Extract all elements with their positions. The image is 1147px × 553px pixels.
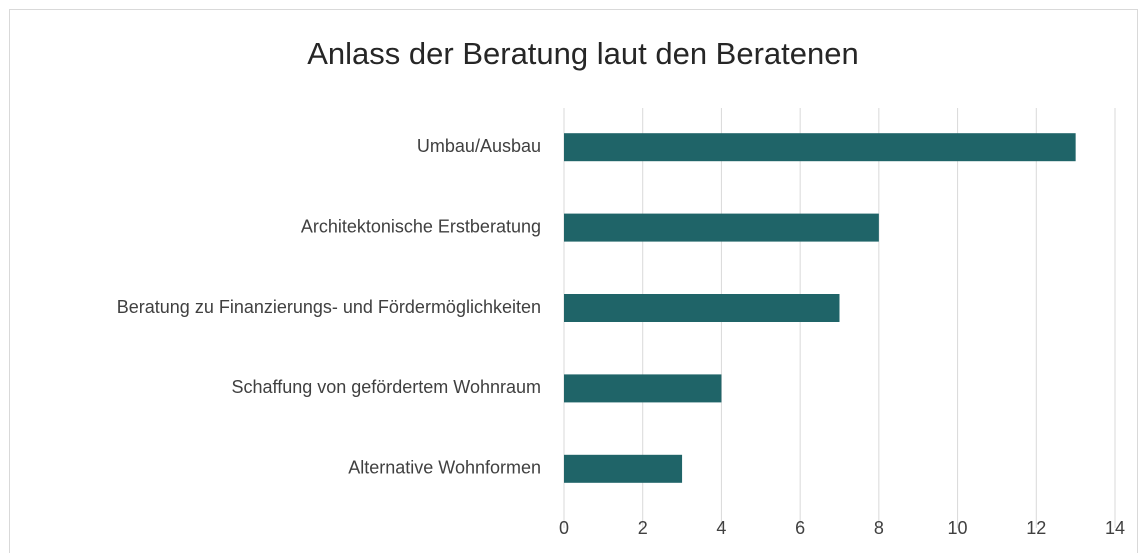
y-tick-label: Architektonische Erstberatung <box>301 216 541 236</box>
x-tick-label: 14 <box>1105 518 1125 538</box>
y-tick-label: Umbau/Ausbau <box>417 136 541 156</box>
bar <box>564 213 879 242</box>
x-tick-label: 0 <box>559 518 569 538</box>
y-tick-label: Schaffung von gefördertem Wohnraum <box>231 377 541 397</box>
x-tick-label: 4 <box>716 518 726 538</box>
x-tick-label: 8 <box>874 518 884 538</box>
y-tick-label: Beratung zu Finanzierungs- und Fördermög… <box>117 297 541 317</box>
y-tick-label: Alternative Wohnformen <box>348 458 541 478</box>
x-tick-label: 2 <box>638 518 648 538</box>
bar <box>564 454 683 483</box>
bar <box>564 133 1076 162</box>
chart-title: Anlass der Beratung laut den Beratenen <box>307 36 859 71</box>
x-tick-label: 10 <box>948 518 968 538</box>
x-tick-label: 12 <box>1026 518 1046 538</box>
bar <box>564 374 722 403</box>
bar <box>564 294 840 322</box>
x-tick-label: 6 <box>795 518 805 538</box>
